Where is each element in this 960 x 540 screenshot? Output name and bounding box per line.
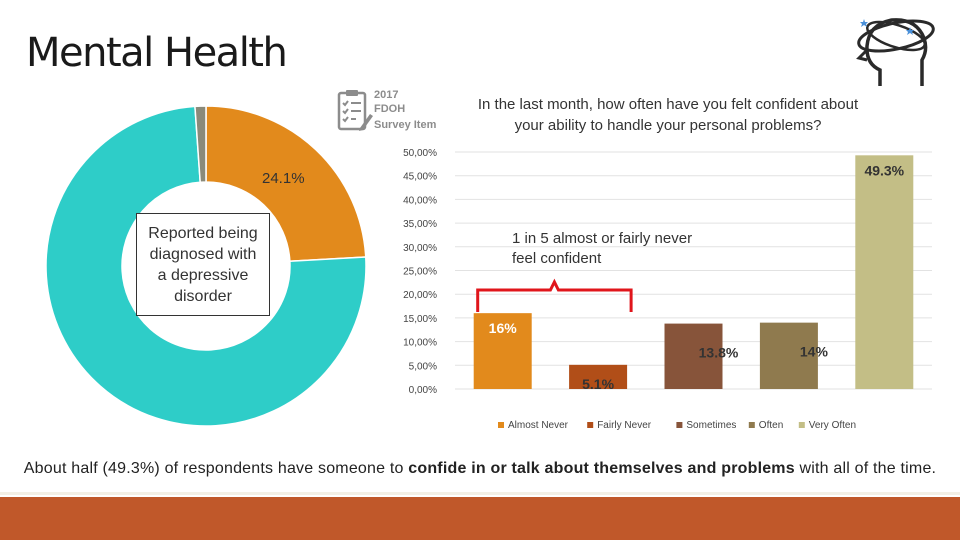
legend-swatch (587, 422, 594, 428)
summary-part1: About half (49.3%) of respondents have s… (23, 460, 409, 477)
badge-org: FDOH (374, 103, 406, 115)
y-tick-label: 5,00% (409, 361, 437, 372)
y-tick-label: 25,00% (403, 267, 437, 278)
legend-label: Very Often (809, 420, 856, 431)
bracket-marker (476, 278, 633, 312)
footer-band (0, 497, 960, 540)
y-tick-label: 50,00% (403, 148, 437, 159)
bar-data-label: 14% (800, 344, 829, 360)
badge-sub: Survey Item (374, 119, 437, 131)
legend-label: Almost Never (508, 420, 569, 431)
clipboard-checklist-icon (337, 90, 373, 131)
y-tick-label: 20,00% (403, 290, 437, 301)
summary-part2: with all of the time. (794, 460, 937, 477)
bar-chart-title: In the last month, how often have you fe… (477, 96, 859, 134)
bar-1 (569, 364, 628, 389)
y-tick-label: 0,00% (409, 385, 437, 396)
bar-data-label: 49.3% (864, 162, 904, 178)
y-tick-label: 30,00% (403, 243, 437, 254)
y-tick-label: 45,00% (403, 172, 437, 183)
bar-data-label: 5.1% (582, 376, 614, 392)
bar-data-label: 13.8% (699, 345, 739, 361)
bar-chart: 0,00% 5,00% 10,00% 15,00% 20,00% 25,00% 30,00%… (403, 148, 932, 431)
donut-data-label: 24.1% (262, 170, 305, 187)
legend-label: Often (759, 420, 783, 431)
head-with-orbits-icon (856, 18, 935, 86)
page-title: Mental Health (26, 30, 288, 76)
legend-swatch (798, 422, 805, 428)
bar-annotation: 1 in 5 almost or fairly never feel confi… (512, 230, 693, 267)
y-tick-label: 15,00% (403, 314, 437, 325)
bar-4 (855, 155, 914, 389)
donut-slice-1 (46, 106, 366, 426)
footer-divider (0, 492, 960, 495)
summary-bold: confide in or talk about themselves and … (408, 460, 795, 477)
bar-data-label: 16% (489, 320, 518, 336)
donut-slice-2 (194, 106, 207, 184)
bar-3 (759, 322, 818, 389)
badge-year: 2017 (374, 89, 399, 101)
bar-2 (664, 323, 723, 389)
donut-callout: Reported being diagnosed with a depressi… (136, 213, 270, 316)
legend-label: Sometimes (686, 420, 736, 431)
y-tick-label: 10,00% (403, 338, 437, 349)
donut-chart (46, 106, 366, 426)
y-tick-label: 40,00% (403, 195, 437, 206)
legend-swatch (748, 422, 755, 428)
legend-swatch (498, 422, 504, 428)
legend-label: Fairly Never (597, 420, 652, 431)
legend-swatch (676, 422, 683, 428)
summary-text: About half (49.3%) of respondents have s… (0, 460, 960, 478)
bar-0 (473, 313, 532, 389)
donut-slice-0 (205, 106, 366, 263)
y-tick-label: 35,00% (403, 219, 437, 230)
